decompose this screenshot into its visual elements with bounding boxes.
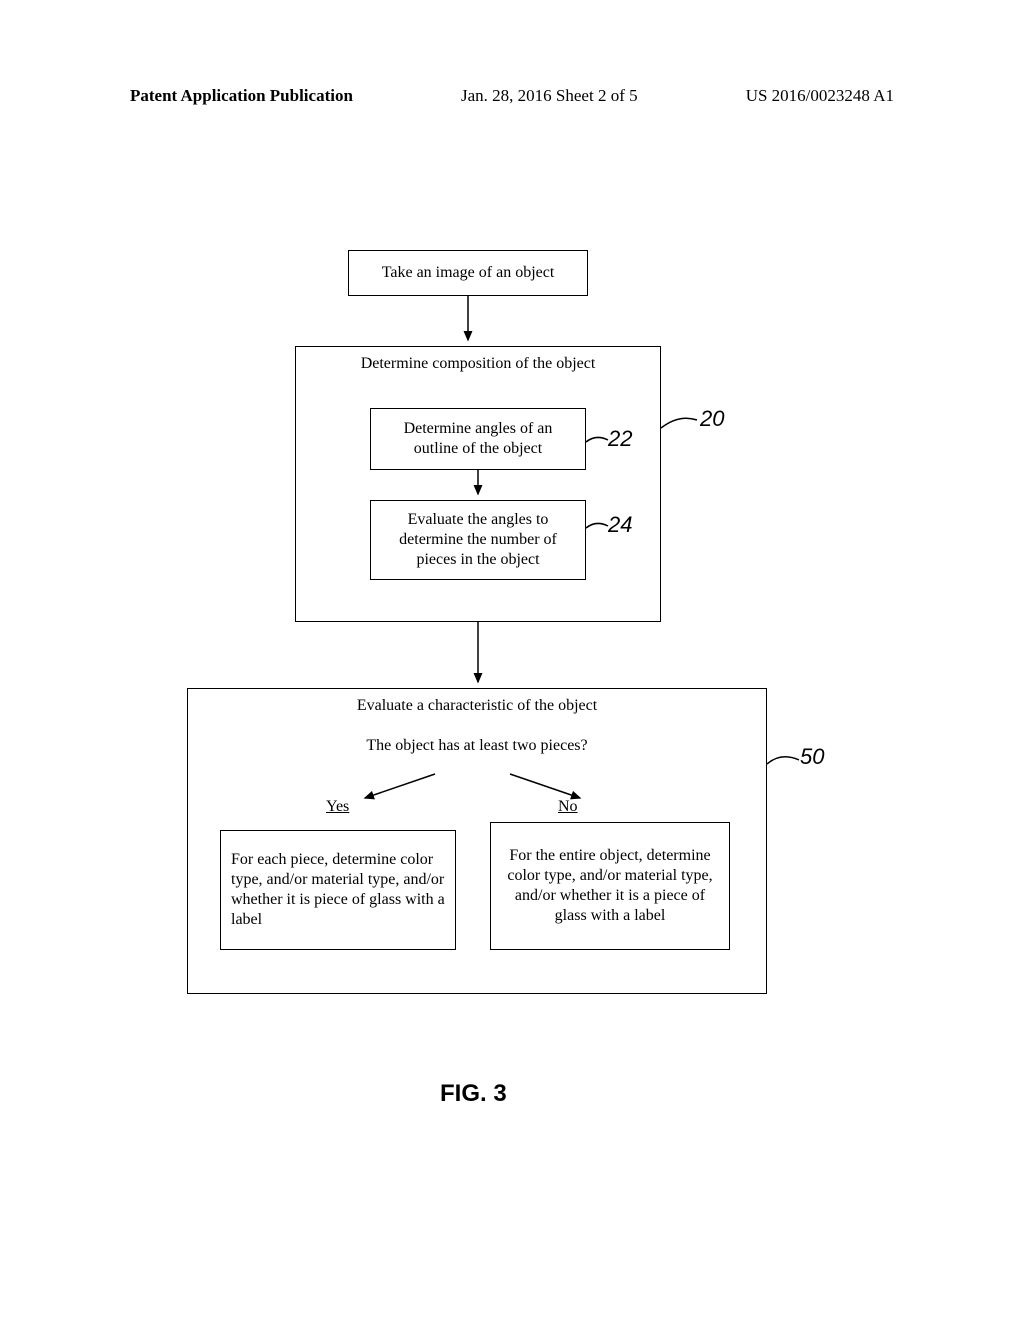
- node-no-result-text: For the entire object, determine color t…: [501, 846, 719, 926]
- header-left: Patent Application Publication: [130, 86, 353, 106]
- ref-24: 24: [608, 512, 632, 538]
- label-yes: Yes: [326, 798, 349, 816]
- ref-20: 20: [700, 406, 724, 432]
- node-evaluate-characteristic-title: Evaluate a characteristic of the object: [188, 689, 766, 715]
- node-determine-angles: Determine angles of an outline of the ob…: [370, 408, 586, 470]
- arrow-n1-to-n20: [460, 296, 480, 346]
- node-determine-angles-text: Determine angles of an outline of the ob…: [381, 419, 575, 459]
- page-header: Patent Application Publication Jan. 28, …: [0, 86, 1024, 106]
- node-evaluate-angles-text: Evaluate the angles to determine the num…: [381, 510, 575, 570]
- arrow-n22-to-n24: [470, 470, 490, 500]
- arrow-n20-to-n50: [470, 622, 490, 688]
- figure-caption: FIG. 3: [440, 1080, 507, 1108]
- node-yes-result-text: For each piece, determine color type, an…: [231, 850, 445, 930]
- node-no-result: For the entire object, determine color t…: [490, 822, 730, 950]
- label-no: No: [558, 798, 578, 816]
- node-take-image: Take an image of an object: [348, 250, 588, 296]
- node-yes-result: For each piece, determine color type, an…: [220, 830, 456, 950]
- arrow-yes: [355, 768, 445, 808]
- ref-50: 50: [800, 744, 824, 770]
- header-right: US 2016/0023248 A1: [746, 86, 894, 106]
- node-take-image-text: Take an image of an object: [382, 263, 555, 283]
- ref-22: 22: [608, 426, 632, 452]
- node-determine-composition-title: Determine composition of the object: [296, 347, 660, 373]
- node-evaluate-angles: Evaluate the angles to determine the num…: [370, 500, 586, 580]
- header-center: Jan. 28, 2016 Sheet 2 of 5: [461, 86, 638, 106]
- node-evaluate-characteristic-question: The object has at least two pieces?: [188, 715, 766, 755]
